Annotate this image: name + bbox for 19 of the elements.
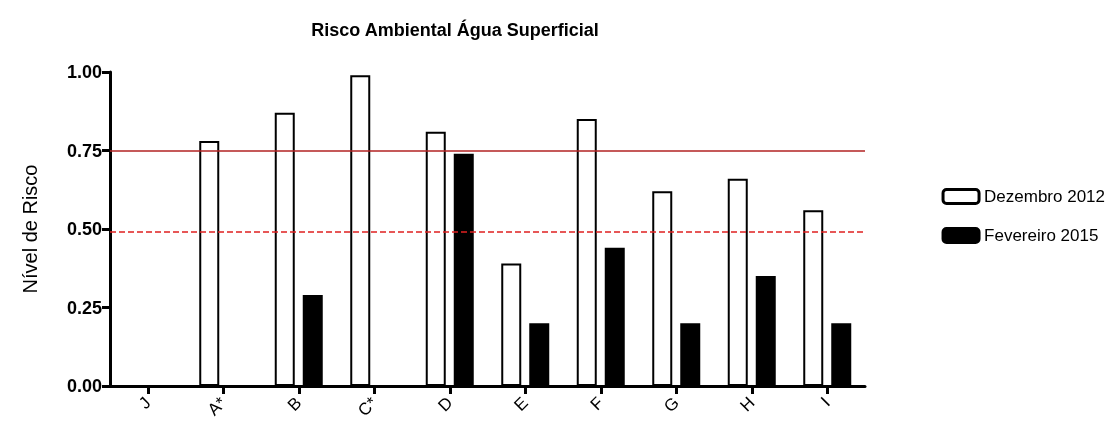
x-tick-label: E — [510, 393, 532, 415]
y-tick-label: 0.75 — [66, 140, 102, 161]
y-tick-label: 0.50 — [66, 219, 102, 239]
x-tick-label: C* — [354, 393, 382, 421]
y-tick-label: 0.00 — [66, 376, 102, 396]
x-tick-label: G — [660, 393, 683, 417]
y-axis-title: Nível de Risco — [19, 164, 41, 294]
x-tick-label: D — [434, 393, 457, 416]
y-tick-label: 1.00 — [66, 62, 102, 82]
x-tick-label: A* — [203, 393, 231, 420]
x-tick-label: J — [135, 393, 155, 413]
x-tick-label: H — [736, 393, 759, 416]
x-tick-label: I — [817, 393, 834, 411]
legend-label: Dezembro 2012 — [984, 187, 1106, 206]
x-tick-label: B — [284, 393, 306, 415]
y-tick-label: 0.25 — [66, 297, 102, 318]
chart-title: Risco Ambiental Água Superficial — [311, 19, 599, 40]
legend-label: Fevereiro 2015 — [984, 226, 1099, 245]
x-tick-label: F — [586, 393, 608, 415]
